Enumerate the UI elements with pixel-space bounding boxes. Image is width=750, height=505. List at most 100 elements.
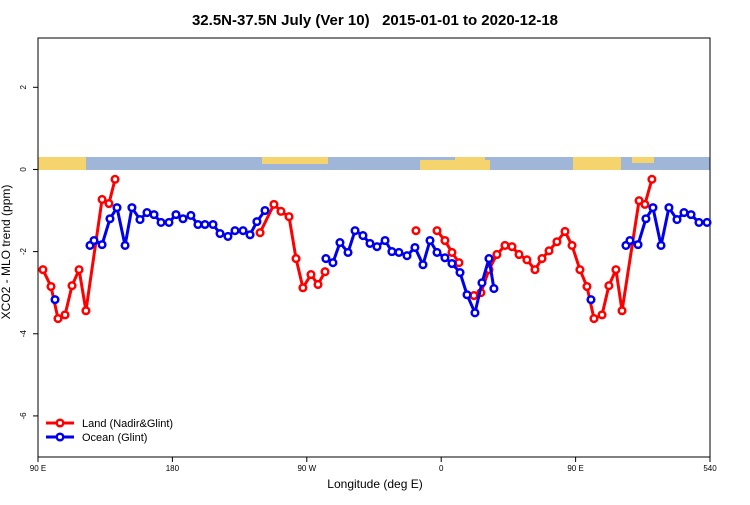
point — [208, 219, 218, 230]
point — [679, 208, 689, 218]
point — [454, 258, 464, 268]
point — [186, 210, 196, 221]
point — [507, 242, 517, 252]
point — [142, 208, 152, 218]
x-tick-label: 180 — [166, 464, 180, 473]
point — [500, 240, 510, 250]
point — [672, 215, 682, 225]
point — [164, 217, 174, 227]
chart-title: 32.5N-37.5N July (Ver 10) 2015-01-01 to … — [192, 12, 558, 29]
point — [484, 254, 494, 264]
point — [313, 279, 323, 290]
x-tick-label: 90 E — [30, 464, 46, 473]
point — [640, 199, 650, 209]
point — [252, 217, 262, 227]
point — [46, 281, 56, 292]
point — [447, 247, 457, 257]
point — [647, 174, 657, 184]
y-tick-label: -6 — [19, 412, 28, 420]
point — [492, 249, 502, 260]
x-tick-label: 0 — [439, 464, 444, 473]
point — [269, 199, 279, 209]
point — [514, 249, 524, 260]
point — [537, 254, 547, 264]
point — [425, 235, 435, 246]
point — [702, 217, 712, 227]
point — [53, 314, 63, 324]
point — [238, 226, 248, 236]
point — [641, 214, 651, 224]
point — [418, 260, 428, 270]
point — [365, 238, 375, 248]
point — [321, 254, 331, 264]
point — [255, 228, 265, 238]
point — [402, 251, 412, 261]
point — [178, 214, 188, 224]
point — [358, 231, 368, 241]
point — [350, 226, 360, 236]
point — [597, 310, 607, 320]
point — [575, 265, 585, 275]
point — [97, 194, 107, 204]
point — [291, 254, 301, 264]
point — [455, 268, 465, 278]
y-tick-label: -2 — [19, 248, 28, 256]
point — [276, 206, 286, 216]
point — [120, 240, 130, 250]
point — [67, 281, 77, 291]
point — [171, 210, 181, 220]
point — [462, 290, 472, 300]
point — [489, 284, 499, 294]
point — [633, 240, 643, 250]
legend-marker — [55, 418, 65, 428]
y-tick-label: -4 — [19, 330, 28, 338]
point — [470, 308, 480, 318]
point — [694, 217, 704, 227]
point — [648, 203, 658, 213]
point — [552, 237, 562, 247]
point — [97, 240, 107, 250]
point — [60, 310, 70, 320]
point — [522, 255, 532, 265]
point — [110, 174, 120, 184]
point — [432, 247, 442, 257]
x-tick-label: 540 — [703, 464, 717, 473]
point — [394, 247, 404, 257]
point — [560, 226, 570, 237]
point — [223, 231, 233, 241]
point — [544, 246, 554, 256]
point — [149, 210, 159, 220]
point — [656, 240, 666, 250]
point — [589, 314, 599, 324]
y-tick-label: 2 — [19, 85, 28, 90]
point — [380, 235, 390, 246]
point — [530, 265, 540, 275]
point — [104, 198, 114, 209]
legend-marker — [55, 432, 65, 442]
point — [582, 281, 592, 292]
point — [440, 235, 450, 246]
point — [447, 258, 457, 269]
point — [112, 203, 122, 213]
point — [604, 281, 614, 291]
point — [586, 295, 596, 305]
point — [440, 253, 450, 263]
point — [38, 265, 48, 275]
point — [387, 247, 397, 257]
point — [193, 219, 203, 230]
x-tick-label: 90 E — [567, 464, 583, 473]
x-tick-label: 90 W — [297, 464, 316, 473]
point — [320, 267, 330, 277]
point — [50, 295, 60, 305]
point — [328, 258, 338, 268]
point — [335, 238, 345, 248]
legend-label: Land (Nadir&Glint) — [82, 418, 173, 430]
point — [200, 219, 210, 230]
y-tick-label: 0 — [19, 167, 28, 172]
point — [284, 212, 294, 222]
point — [230, 226, 240, 236]
point — [625, 235, 635, 246]
point — [306, 270, 316, 280]
point — [260, 205, 270, 216]
